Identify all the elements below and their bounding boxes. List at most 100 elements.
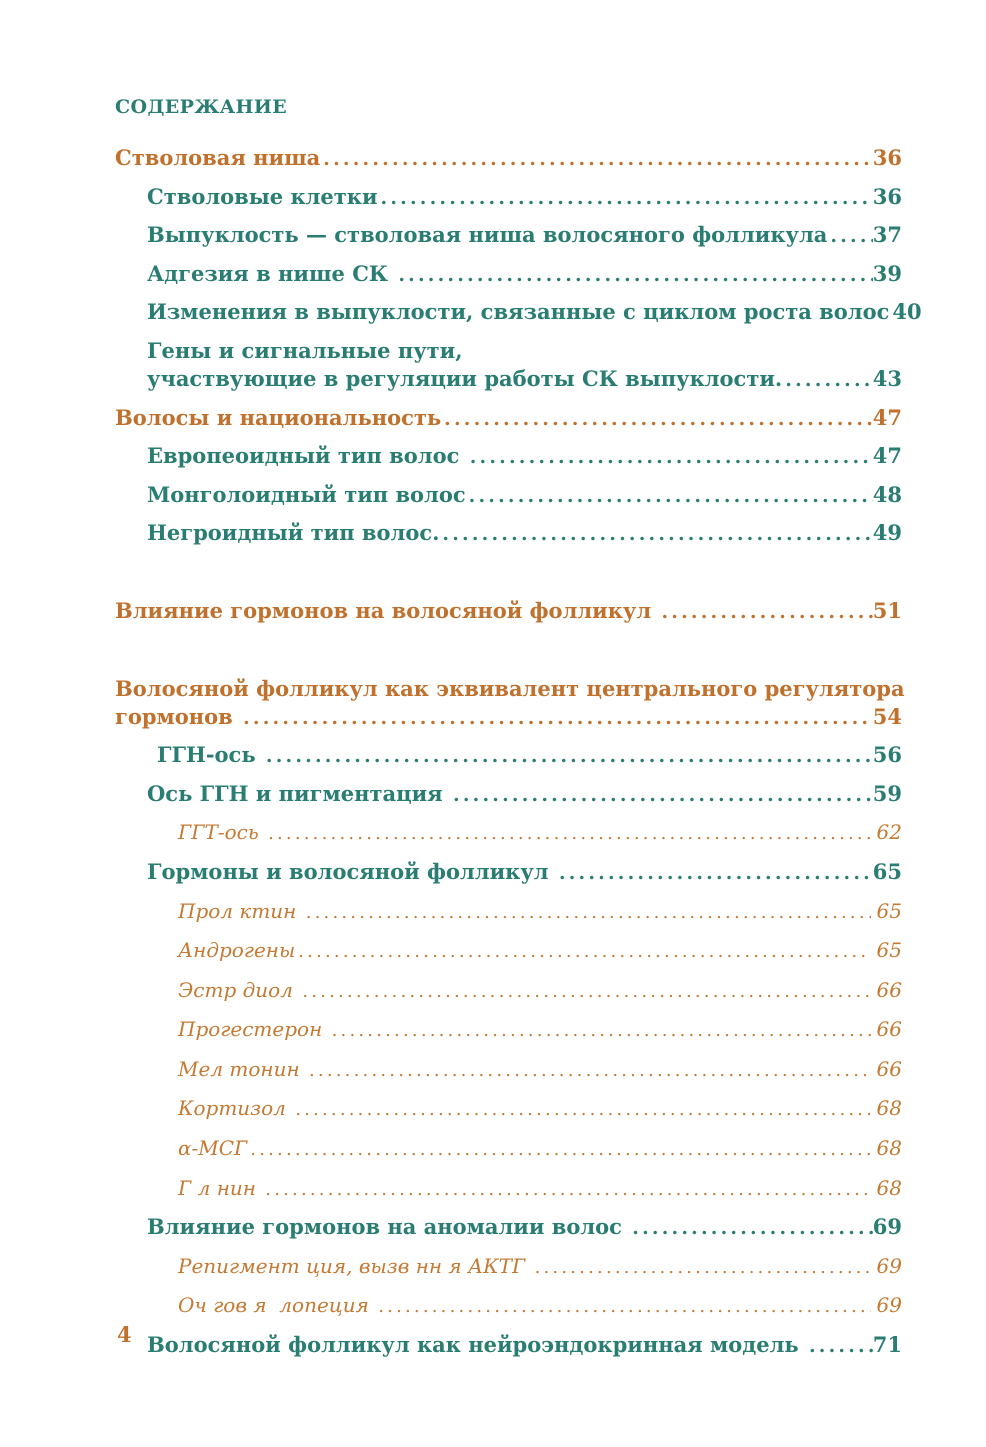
dot-leader: ........................................… (302, 980, 870, 1002)
dot-leader: ........................................… (558, 861, 873, 884)
toc-entry-title: ГГН-ось (157, 742, 263, 768)
toc-entry-row: Стволовые клетки .......................… (147, 183, 902, 212)
toc-entry-title: Прогестерон (178, 1017, 329, 1042)
dot-leader: ........................................… (469, 446, 873, 469)
toc-entry: Монголоидный тип волос .................… (115, 481, 902, 510)
dot-leader: ........................................… (298, 941, 870, 963)
toc-entry: Волосяной фолликул как эквивалент центра… (115, 675, 905, 732)
toc-entry-title: Волосяной фолликул как нейроэндокринная … (147, 1332, 806, 1358)
toc-content: СОДЕРЖАНИЕ Стволовая ниша ..............… (115, 96, 922, 1370)
toc-entry: Оч гов я лопеция .......................… (115, 1291, 902, 1321)
dot-leader: ........................................… (243, 706, 873, 729)
toc-entry: Выпуклость — стволовая ниша волосяного ф… (115, 221, 902, 250)
toc-entry-title: Ось ГГН и пигментация (147, 780, 451, 806)
toc-entry-title: Монголоидный тип волос (147, 481, 466, 507)
toc-entry-title: Репигмент ция, вызв нн я АКТГ (178, 1253, 532, 1278)
toc-entry-row: Выпуклость — стволовая ниша волосяного ф… (147, 221, 902, 250)
dot-leader: ........................................… (265, 1178, 871, 1200)
toc-entry-row: Влияние гормонов на аномалии волос .....… (147, 1213, 902, 1242)
toc-entry-page: 69 (876, 1253, 902, 1278)
toc-entry-line: Гены и сигнальные пути, (147, 337, 463, 363)
dot-leader: ........................................… (265, 745, 873, 768)
toc-entry-row: Влияние гормонов на волосяной фолликул .… (115, 597, 902, 626)
toc-entry-prelines: Волосяной фолликул как эквивалент центра… (115, 675, 905, 703)
toc-entry-title: Влияние гормонов на аномалии волос (147, 1214, 630, 1240)
dot-leader: ........................................… (295, 1099, 870, 1121)
toc-entry-title: Эстр диол (178, 977, 300, 1002)
toc-entry-page: 62 (876, 820, 902, 845)
toc-entry-page: 65 (872, 858, 902, 884)
toc-entry: Изменения в выпуклости, связанные с цикл… (115, 298, 922, 327)
toc-entry-row: Стволовая ниша .........................… (115, 144, 902, 173)
toc-entry: α-МСГ ..................................… (115, 1134, 902, 1164)
section-gap (115, 636, 902, 675)
toc-entry: Стволовая ниша .........................… (115, 144, 902, 173)
toc-entry-title: Изменения в выпуклости, связанные с цикл… (147, 299, 890, 325)
toc-entry: Гормоны и волосяной фолликул ...........… (115, 858, 902, 887)
toc-entry-title: Кортизол (178, 1096, 293, 1121)
toc-entry-page: 43 (872, 365, 902, 391)
toc-entry: Негроидный тип волос. ..................… (115, 519, 902, 548)
dot-leader: ........................................… (398, 263, 873, 286)
dot-leader: ........................................… (468, 484, 873, 507)
toc-entry-page: 59 (872, 780, 902, 806)
toc-entry-page: 65 (876, 938, 902, 963)
dot-leader: ........................................… (785, 368, 873, 391)
section-gap (115, 558, 902, 597)
toc-entry: Волосы и национальность ................… (115, 404, 902, 433)
dot-leader: ........................................… (380, 186, 873, 209)
page-title: СОДЕРЖАНИЕ (115, 96, 288, 118)
toc-entry: Эстр диол ..............................… (115, 976, 902, 1006)
toc-entry-row: Европеоидный тип волос .................… (147, 442, 902, 471)
toc-entry: Гены и сигнальные пути, участвующие в ре… (115, 337, 902, 394)
toc-entry-page: 37 (872, 222, 902, 248)
toc-entry-page: 54 (872, 703, 902, 729)
toc-entry-row: Прогестерон ............................… (178, 1015, 902, 1045)
dot-leader: ........................................… (309, 1059, 871, 1081)
toc-entry-title: Андрогены (178, 938, 296, 963)
toc-entry-page: 68 (876, 1136, 902, 1161)
toc-entry: Прогестерон ............................… (115, 1015, 902, 1045)
toc-entry-page: 66 (876, 977, 902, 1002)
toc-entry-title: α-МСГ (178, 1136, 248, 1161)
toc-entry-page: 66 (876, 1017, 902, 1042)
page-number: 4 (117, 1322, 132, 1347)
toc-entry-row: Изменения в выпуклости, связанные с цикл… (147, 298, 922, 327)
toc-entry-page: 47 (872, 404, 902, 430)
toc-entry-page: 68 (876, 1096, 902, 1121)
dot-leader: ........................................… (305, 901, 871, 923)
dot-leader: ........................................… (444, 407, 873, 430)
toc-entry-title: Прол ктин (178, 898, 303, 923)
toc-entry-title: Волосы и национальность (115, 404, 442, 430)
toc-entry-row: Оч гов я лопеция .......................… (178, 1291, 902, 1321)
toc-entry-page: 36 (872, 183, 902, 209)
toc-entry-page: 39 (872, 260, 902, 286)
toc-entry-page: 48 (872, 481, 902, 507)
toc-entry-page: 56 (872, 742, 902, 768)
toc-entry: Г л нин ................................… (115, 1174, 902, 1204)
toc-entry-row: Г л нин ................................… (178, 1174, 902, 1204)
toc-entry: Прол ктин ..............................… (115, 897, 902, 927)
toc-entry-page: 40 (892, 299, 922, 325)
toc-entry-title: Выпуклость — стволовая ниша волосяного ф… (147, 222, 828, 248)
toc-entry-row: участвующие в регуляции работы СК выпукл… (147, 365, 902, 394)
toc-entry-row: Мел тонин ..............................… (178, 1055, 902, 1085)
toc-entry: Влияние гормонов на волосяной фолликул .… (115, 597, 902, 626)
toc-entry-page: 69 (872, 1214, 902, 1240)
dot-leader: ........................................… (250, 1139, 870, 1161)
toc-entry-title: Стволовая ниша (115, 145, 321, 170)
toc-entry-row: Прол ктин ..............................… (178, 897, 902, 927)
toc-entry-title: гормонов (115, 703, 241, 729)
dot-leader: ........................................… (830, 225, 872, 248)
toc-entry-row: Ось ГГН и пигментация ..................… (147, 780, 902, 809)
toc-entry: Влияние гормонов на аномалии волос .....… (115, 1213, 902, 1242)
toc-entry: ГГТ-ось ................................… (115, 818, 902, 848)
toc-entry-row: ГГН-ось ................................… (157, 741, 902, 770)
toc-entry-row: гормонов ...............................… (115, 703, 902, 732)
toc-entry: Стволовые клетки .......................… (115, 183, 902, 212)
toc-entry-page: 49 (872, 520, 902, 546)
toc-entry-row: Волосяной фолликул как нейроэндокринная … (147, 1331, 902, 1360)
dot-leader: ........................................… (453, 783, 873, 806)
toc-entry-title: Г л нин (178, 1175, 263, 1200)
